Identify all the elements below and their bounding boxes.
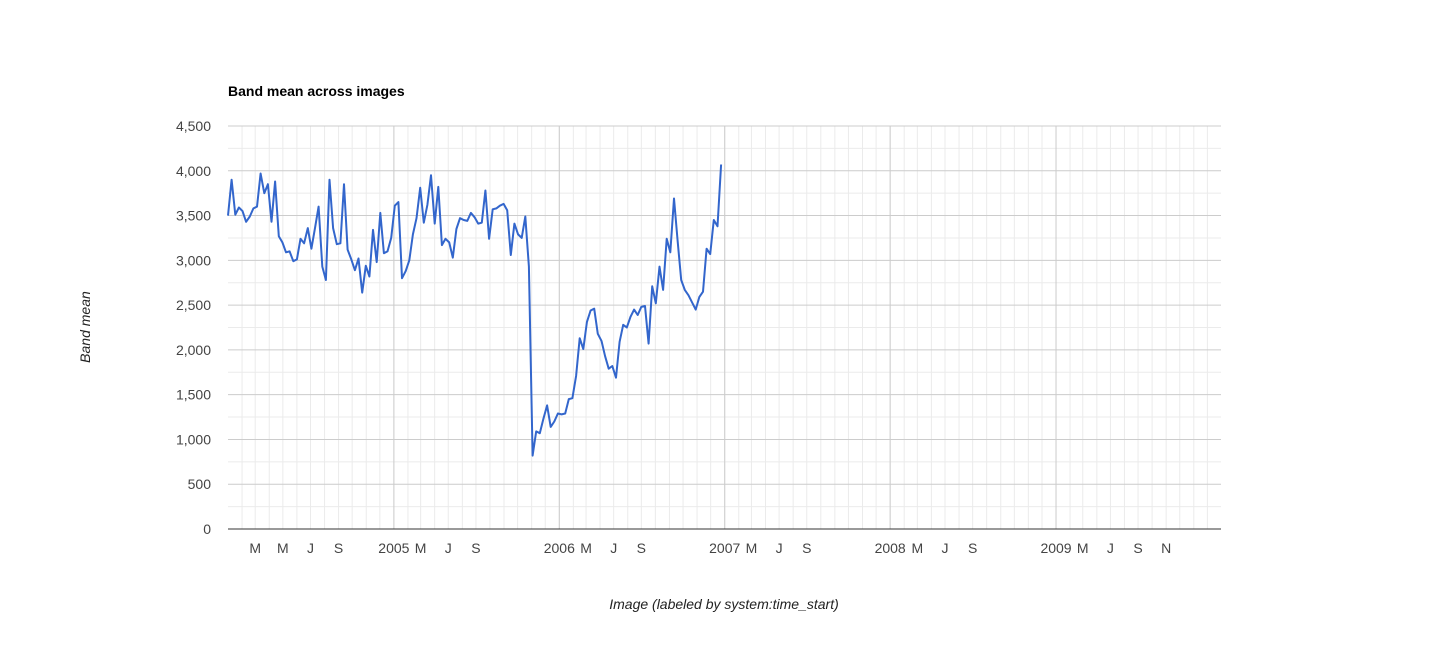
- chart-title: Band mean across images: [228, 83, 405, 99]
- x-tick-label: M: [249, 540, 261, 556]
- x-tick-label: M: [912, 540, 924, 556]
- x-tick-label: 2008: [875, 540, 906, 556]
- y-axis-ticks: 0 500 1,000 1,500 2,000 2,500 3,000 3,500 4,000 4…: [176, 118, 211, 537]
- y-tick-label: 500: [188, 476, 212, 492]
- x-tick-label: M: [580, 540, 592, 556]
- y-tick-label: 3,000: [176, 252, 211, 268]
- y-tick-label: 4,000: [176, 163, 211, 179]
- x-axis-title: Image (labeled by system:time_start): [609, 596, 839, 612]
- x-tick-label: J: [610, 540, 617, 556]
- x-tick-label: M: [415, 540, 427, 556]
- x-tick-label: 2007: [709, 540, 740, 556]
- x-tick-label: J: [941, 540, 948, 556]
- x-tick-label: N: [1161, 540, 1171, 556]
- x-tick-label: S: [471, 540, 480, 556]
- x-tick-label: 2006: [544, 540, 575, 556]
- series-line-band-mean: [227, 164, 723, 457]
- y-tick-label: 2,500: [176, 297, 211, 313]
- y-tick-label: 3,500: [176, 208, 211, 224]
- x-tick-label: J: [776, 540, 783, 556]
- x-tick-label: S: [968, 540, 977, 556]
- y-tick-label: 1,000: [176, 431, 211, 447]
- x-tick-label: S: [334, 540, 343, 556]
- x-tick-label: 2009: [1040, 540, 1071, 556]
- x-tick-label: J: [445, 540, 452, 556]
- x-tick-label: J: [307, 540, 314, 556]
- y-tick-label: 1,500: [176, 387, 211, 403]
- x-tick-label: 2005: [378, 540, 409, 556]
- major-gridlines: [228, 125, 1221, 529]
- x-tick-label: S: [637, 540, 646, 556]
- y-tick-label: 2,000: [176, 342, 211, 358]
- y-axis-title: Band mean: [77, 291, 93, 363]
- x-tick-label: M: [1077, 540, 1089, 556]
- x-tick-label: S: [1133, 540, 1142, 556]
- x-tick-label: M: [277, 540, 289, 556]
- x-axis-ticks: M M J S 2005 M J S 2006 M J S 2007 M J S 2008 M J S 2009 M J S N: [249, 540, 1171, 556]
- y-tick-label: 0: [203, 521, 211, 537]
- x-tick-label: S: [802, 540, 811, 556]
- x-tick-label: M: [746, 540, 758, 556]
- x-tick-label: J: [1107, 540, 1114, 556]
- y-tick-label: 4,500: [176, 118, 211, 134]
